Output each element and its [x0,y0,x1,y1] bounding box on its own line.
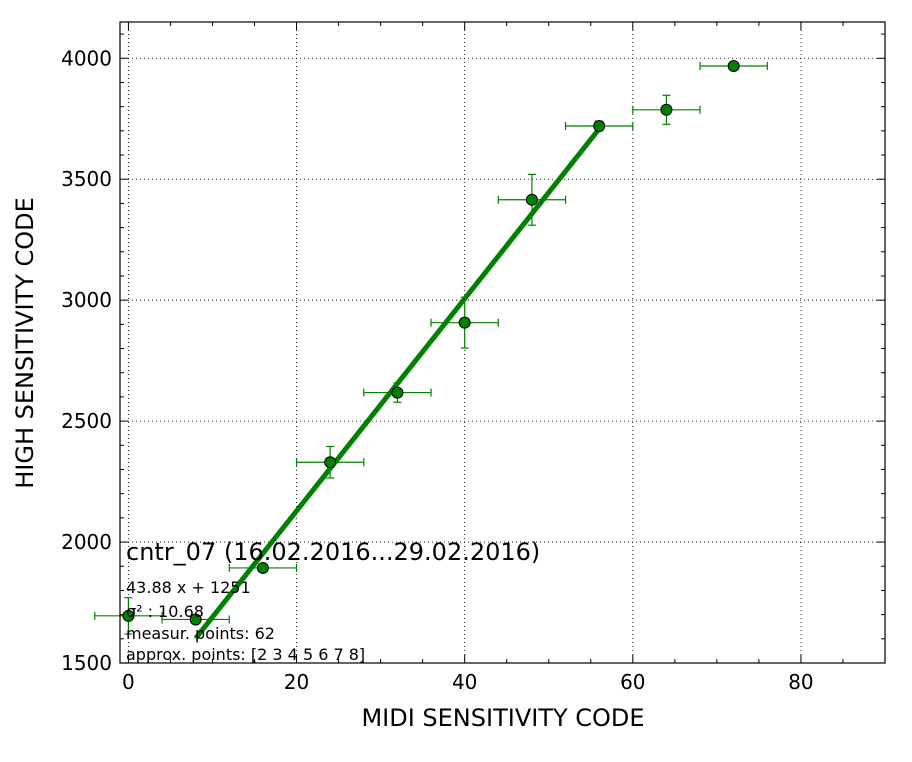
y-axis-label: HIGH SENSITIVITY CODE [11,197,39,489]
x-tick-label: 80 [788,670,813,694]
annotation-title: cntr_07 (16.02.2016...29.02.2016) [126,538,540,566]
y-tick-labels: 1500 2000 2500 3000 3500 4000 [61,46,112,675]
data-point [189,613,202,626]
annotation-measur-points: measur. points: 62 [126,624,275,643]
data-point [458,316,471,329]
data-point [525,193,538,206]
y-tick-label: 3500 [61,167,112,191]
x-axis-label: MIDI SENSITIVITY CODE [361,704,644,732]
data-point [391,386,404,399]
minor-ticks [120,22,885,664]
y-tick-label: 3000 [61,288,112,312]
x-tick-label: 60 [620,670,645,694]
y-tick-label: 2500 [61,409,112,433]
y-tick-label: 4000 [61,46,112,70]
x-tick-label: 20 [284,670,309,694]
y-tick-label: 2000 [61,530,112,554]
annotation-sigma: σ² : 10.68 [126,602,204,621]
data-point [593,120,606,133]
annotation-equation: 43.88 x + 1251 [126,578,251,597]
data-point [122,609,135,622]
data-points [122,60,740,626]
x-tick-labels: 0 20 40 60 80 [122,670,814,694]
plot-frame [119,21,886,664]
y-tick-label: 1500 [61,651,112,675]
x-tick-label: 0 [122,670,135,694]
data-point [324,456,337,469]
data-point [660,103,673,116]
x-tick-label: 40 [452,670,477,694]
data-point [727,60,740,73]
annotation-approx-points: approx. points: [2 3 4 5 6 7 8] [126,645,365,664]
data-point [256,561,269,574]
